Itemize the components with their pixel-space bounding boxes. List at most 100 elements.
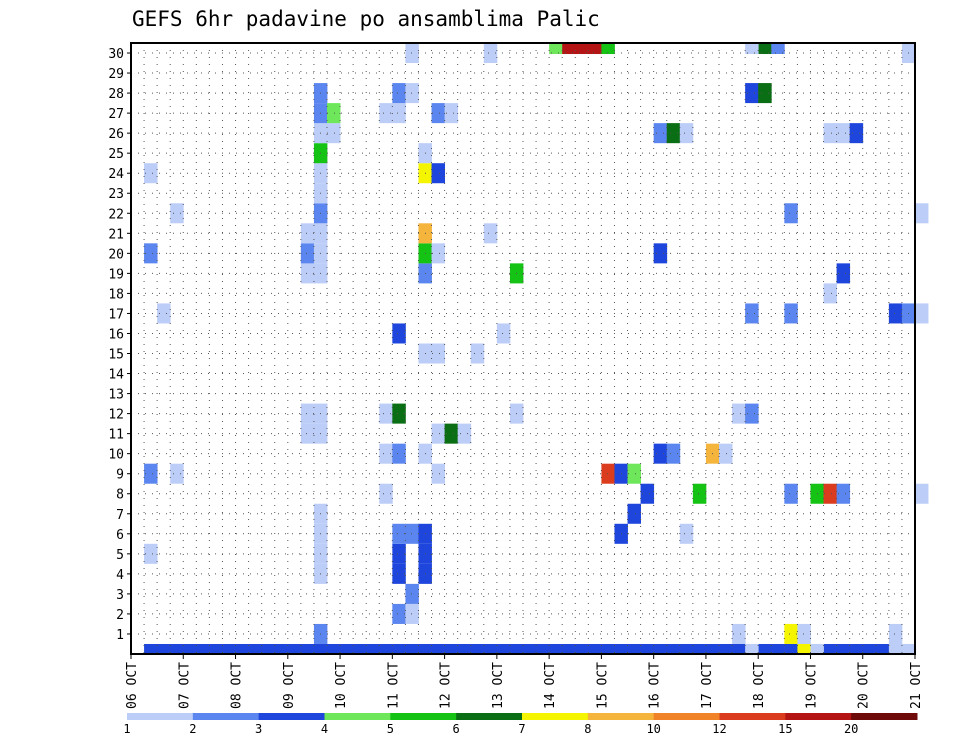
precip-cell	[170, 643, 184, 656]
precip-cell	[457, 423, 472, 444]
precip-cell	[745, 303, 759, 324]
precip-cell	[797, 623, 811, 644]
y-tick-label: 29	[108, 67, 124, 82]
precip-cell	[745, 643, 759, 656]
precip-cell	[823, 283, 837, 304]
y-tick-label: 20	[108, 247, 124, 262]
precip-cell	[170, 463, 184, 484]
y-tick-label: 28	[108, 87, 124, 102]
precip-cell	[392, 323, 406, 344]
precip-cell	[888, 623, 903, 644]
precip-cell	[836, 123, 851, 144]
legend-label: 20	[844, 722, 858, 736]
y-tick-label: 12	[108, 408, 124, 423]
precip-cell	[692, 643, 707, 656]
y-tick-label: 30	[108, 47, 124, 62]
x-tick-label: 19 OCT	[804, 662, 819, 709]
precip-cell	[379, 483, 393, 504]
precip-cell	[483, 43, 498, 64]
precip-cell	[235, 643, 249, 656]
legend-label: 7	[518, 722, 525, 736]
y-tick-label: 16	[108, 327, 124, 342]
y-tick-label: 8	[116, 488, 124, 503]
precip-cell	[431, 343, 445, 364]
precip-cell	[183, 643, 197, 656]
precip-cell	[470, 343, 485, 364]
precip-cell	[300, 263, 315, 284]
legend-swatch	[785, 713, 852, 720]
x-tick-label: 16 OCT	[648, 662, 663, 709]
precip-cell	[588, 43, 602, 55]
y-tick-label: 6	[116, 528, 124, 543]
precip-cell	[719, 643, 733, 656]
precip-cell	[287, 643, 302, 656]
precip-cell	[745, 83, 759, 104]
precip-cell	[784, 303, 798, 324]
legend-label: 3	[255, 722, 262, 736]
legend-label: 8	[584, 722, 591, 736]
precip-cell	[431, 643, 445, 656]
precip-cell	[771, 43, 785, 55]
precip-cell	[679, 123, 694, 144]
legend-swatch	[653, 713, 720, 720]
precip-cell	[327, 103, 341, 124]
y-tick-label: 14	[108, 368, 124, 383]
precip-cell	[300, 423, 315, 444]
precip-cell	[144, 463, 158, 484]
x-tick-label: 08 OCT	[230, 662, 245, 709]
legend-swatch	[719, 713, 786, 720]
precip-cell	[575, 643, 589, 656]
precip-cell	[679, 643, 694, 656]
precip-cell	[823, 483, 837, 504]
x-tick-label: 17 OCT	[700, 662, 715, 709]
precip-cell	[144, 543, 158, 564]
precip-cell	[313, 643, 328, 656]
precip-cell	[653, 123, 668, 144]
precip-cell	[836, 263, 851, 284]
precip-cell	[601, 43, 615, 55]
x-tick-label: 14 OCT	[543, 662, 558, 709]
precip-cell	[640, 483, 655, 504]
precip-cell	[300, 403, 315, 424]
legend-swatch	[390, 713, 457, 720]
x-tick-label: 09 OCT	[282, 662, 297, 709]
precip-cell	[327, 643, 341, 656]
precip-cell	[758, 83, 772, 104]
precip-cell	[915, 483, 929, 504]
precip-cell	[405, 643, 419, 656]
precip-cell	[810, 643, 824, 656]
precip-cell	[823, 123, 837, 144]
plot-frame	[130, 42, 916, 655]
y-tick-label: 21	[108, 227, 124, 242]
precip-cell	[170, 203, 184, 224]
y-tick-label: 5	[116, 548, 124, 563]
precip-cell	[392, 443, 406, 464]
precip-cell	[875, 643, 890, 656]
precip-cell	[705, 643, 720, 656]
legend-swatch	[324, 713, 391, 720]
precip-cell	[666, 443, 681, 464]
chart-title: GEFS 6hr padavine po ansamblima Palic	[132, 7, 600, 31]
precip-cell	[562, 643, 576, 656]
precip-cell	[340, 643, 354, 656]
x-tick-label: 06 OCT	[125, 662, 140, 709]
precip-cell	[405, 83, 419, 104]
precip-cell	[653, 243, 668, 264]
precip-cell	[405, 43, 419, 64]
y-tick-label: 18	[108, 287, 124, 302]
precip-cell	[679, 523, 694, 544]
legend-swatch	[192, 713, 260, 720]
precip-cell	[392, 563, 406, 584]
precip-cell	[836, 483, 851, 504]
precip-cell	[392, 403, 406, 424]
precip-cell	[784, 203, 798, 224]
precip-cell	[300, 223, 315, 244]
precip-cell	[509, 643, 524, 656]
precip-cell	[575, 43, 589, 55]
y-tick-label: 10	[108, 448, 124, 463]
precip-cell	[771, 643, 785, 656]
precip-cell	[353, 643, 367, 656]
precip-cell	[300, 243, 315, 264]
precip-cell	[758, 643, 772, 656]
precip-cell	[392, 83, 406, 104]
